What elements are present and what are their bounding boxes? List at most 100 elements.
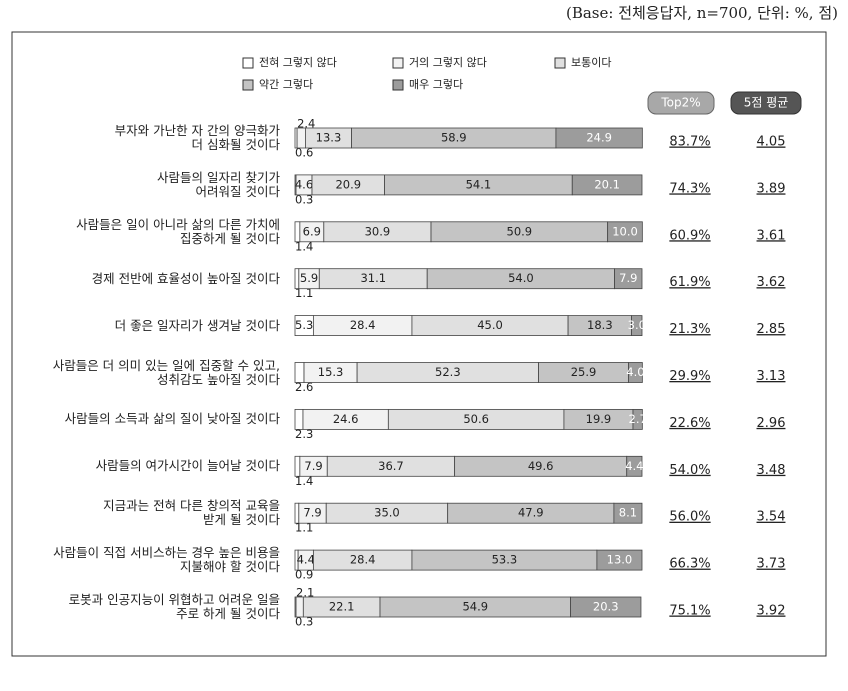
data-label: 4.4 <box>625 459 643 473</box>
data-label: 19.9 <box>586 412 612 426</box>
bar-segment <box>555 127 643 149</box>
avg-badge <box>730 91 802 115</box>
data-label: 52.3 <box>435 365 461 379</box>
bar-segment <box>614 268 643 290</box>
data-label: 20.9 <box>335 177 361 191</box>
data-label: 13.0 <box>607 553 633 567</box>
data-label: 25.9 <box>571 365 597 379</box>
legend-swatch <box>242 57 254 69</box>
bar-segment <box>596 549 643 571</box>
category-label: 더 좋은 일자리가 생겨날 것이다 <box>114 317 280 333</box>
data-label: 45.0 <box>477 318 503 332</box>
category-label: 로봇과 인공지능이 위협하고 어려운 일을 주로 하게 될 것이다 <box>68 592 280 621</box>
top2-value: 56.0% <box>669 510 710 525</box>
data-label: 7.9 <box>619 271 637 285</box>
top2-value: 29.9% <box>669 369 710 384</box>
data-label: 54.9 <box>462 600 488 614</box>
data-label: 36.7 <box>378 459 404 473</box>
data-label: 2.1 <box>296 586 314 600</box>
frame <box>11 31 827 657</box>
data-label: 15.3 <box>318 365 344 379</box>
legend-swatch <box>392 79 404 91</box>
data-label: 50.9 <box>507 224 533 238</box>
top2-value: 22.6% <box>669 416 710 431</box>
data-label: 13.3 <box>316 131 342 145</box>
data-label: 2.3 <box>295 427 313 441</box>
bar-segment <box>631 315 643 337</box>
average-value: 2.96 <box>757 416 786 431</box>
data-label: 0.3 <box>295 192 313 206</box>
category-label: 사람들의 소득과 삶의 질이 낮아질 것이다 <box>64 411 280 427</box>
data-label: 54.0 <box>508 271 534 285</box>
data-label: 8.1 <box>619 506 637 520</box>
top2-value: 74.3% <box>669 181 710 196</box>
data-label: 0.6 <box>295 146 313 160</box>
top2-value: 75.1% <box>669 604 710 619</box>
category-label: 사람들은 일이 아니라 삶의 다른 가치에 집중하게 될 것이다 <box>76 216 280 246</box>
top2-value: 54.0% <box>669 463 710 478</box>
data-label: 28.4 <box>350 318 376 332</box>
bar-segment <box>295 596 304 618</box>
category-label: 사람들은 더 의미 있는 일에 집중할 수 있고, 성취감도 높아질 것이다 <box>52 357 280 387</box>
data-label: 2.4 <box>297 117 315 131</box>
data-label: 0.3 <box>295 615 313 629</box>
average-value: 3.62 <box>757 275 786 290</box>
data-label: 50.6 <box>463 412 489 426</box>
data-label: 18.3 <box>587 318 613 332</box>
average-value: 3.54 <box>757 510 786 525</box>
top2-value: 21.3% <box>669 322 710 337</box>
data-label: 24.6 <box>333 412 359 426</box>
legend-label: 보통이다 <box>571 56 611 69</box>
bar-segment <box>613 502 643 524</box>
data-label: 10.0 <box>612 224 638 238</box>
data-label: 28.4 <box>350 553 376 567</box>
data-label: 22.1 <box>329 600 355 614</box>
average-value: 4.05 <box>757 135 786 150</box>
data-label: 54.1 <box>466 177 492 191</box>
subtitle: (Base: 전체응답자, n=700, 단위: %, 점) <box>566 4 838 22</box>
data-label: 1.4 <box>295 239 313 253</box>
bar-segment <box>570 596 642 618</box>
average-value: 3.48 <box>757 463 786 478</box>
legend-label: 전혀 그렇지 않다 <box>259 56 337 69</box>
data-label: 20.1 <box>594 177 620 191</box>
average-value: 3.73 <box>757 557 786 572</box>
top2-value: 83.7% <box>669 135 710 150</box>
category-label: 경제 전반에 효율성이 높아질 것이다 <box>91 270 280 286</box>
average-value: 2.85 <box>757 322 786 337</box>
average-value: 3.89 <box>757 181 786 196</box>
data-label: 5.3 <box>295 318 313 332</box>
top2-value: 66.3% <box>669 557 710 572</box>
bar-segment <box>626 455 643 477</box>
data-label: 5.9 <box>300 271 318 285</box>
avg-header: 5점 평균 <box>744 96 789 110</box>
category-label: 사람들의 여가시간이 늘어날 것이다 <box>95 458 280 474</box>
data-label: 0.9 <box>295 568 313 582</box>
data-label: 35.0 <box>374 506 400 520</box>
data-label: 24.9 <box>586 131 612 145</box>
data-label: 7.9 <box>303 506 321 520</box>
top2-value: 61.9% <box>669 275 710 290</box>
data-label: 53.3 <box>492 553 518 567</box>
legend-swatch <box>392 57 404 69</box>
category-label: 부자와 가난한 자 간의 양극화가 더 심화될 것이다 <box>114 123 280 152</box>
data-label: 1.4 <box>295 474 313 488</box>
legend-label: 거의 그렇지 않다 <box>409 56 487 69</box>
data-label: 4.6 <box>295 177 313 191</box>
top2-header: Top2% <box>660 96 700 110</box>
bar-segment <box>628 362 643 383</box>
data-label: 3.0 <box>628 318 646 332</box>
category-label: 지금과는 전혀 다른 창의적 교육을 받게 될 것이다 <box>103 498 280 528</box>
average-value: 3.13 <box>757 369 786 384</box>
bar-segment <box>607 221 643 243</box>
category-label: 사람들의 일자리 찾기가 어려워질 것이다 <box>157 169 280 199</box>
data-label: 30.9 <box>365 224 391 238</box>
data-label: 1.1 <box>295 521 313 535</box>
data-label: 7.9 <box>304 459 322 473</box>
data-label: 47.9 <box>518 506 544 520</box>
data-label: 4.0 <box>626 365 644 379</box>
bar-segment <box>632 408 643 430</box>
data-label: 2.6 <box>295 380 313 394</box>
legend-swatch <box>242 79 254 91</box>
